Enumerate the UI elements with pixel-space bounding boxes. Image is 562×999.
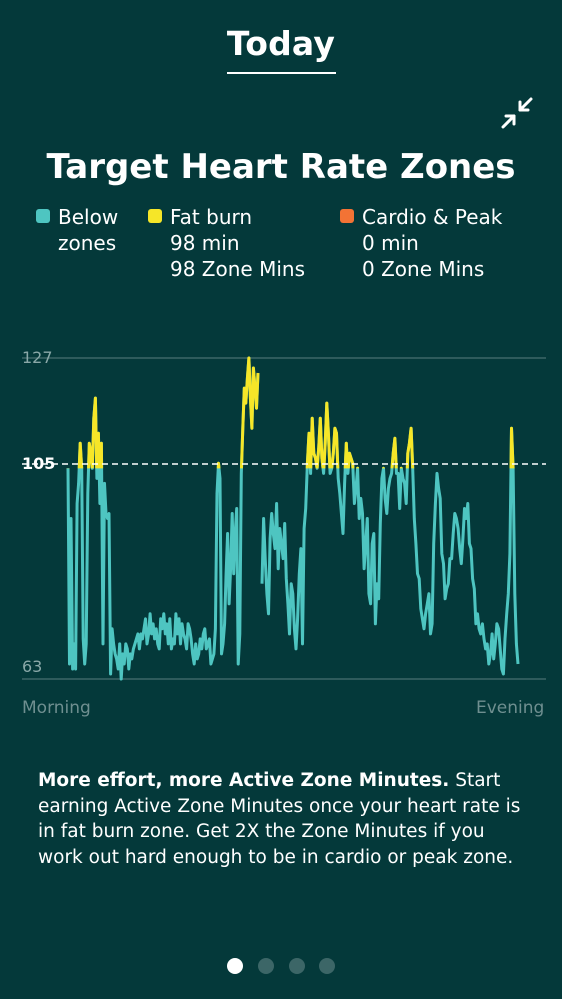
- header-underline: [227, 72, 336, 74]
- page-dot-3[interactable]: [289, 958, 305, 974]
- legend-cardio-peak-zone-mins: 0 Zone Mins: [362, 257, 485, 281]
- page-dot-2[interactable]: [258, 958, 274, 974]
- legend-fat-burn-minutes: 98 min: [170, 231, 240, 255]
- header-title[interactable]: Today: [226, 24, 336, 63]
- series-line-below-zones-2: [260, 401, 520, 676]
- collapse-button[interactable]: [499, 95, 535, 131]
- page-title: Target Heart Rate Zones: [46, 147, 516, 187]
- x-label-end: Evening: [476, 698, 545, 718]
- x-label-start: Morning: [22, 698, 91, 718]
- legend-cardio-peak-minutes: 0 min: [362, 231, 419, 255]
- heart-rate-chart-svg: [22, 356, 546, 681]
- series-line-below-zones-1: [66, 356, 260, 681]
- collapse-arrows-icon: [501, 97, 533, 129]
- legend-fat-burn-zone-mins: 98 Zone Mins: [170, 257, 305, 281]
- legend-swatch-below: [36, 209, 50, 223]
- description-bold: More effort, more Active Zone Minutes.: [38, 770, 450, 791]
- series-line-fat-burn-1: [66, 356, 260, 469]
- legend-swatch-cardio-peak: [340, 209, 354, 223]
- page-indicator[interactable]: [227, 958, 337, 976]
- page-dot-4[interactable]: [319, 958, 335, 974]
- legend-below-label-line2: zones: [58, 231, 117, 255]
- y-tick-label-bottom: 63: [22, 657, 43, 676]
- legend-below-label-line1: Below: [58, 205, 119, 229]
- heart-rate-series: [66, 356, 520, 681]
- y-tick-label-top: 127: [22, 348, 53, 367]
- page-dot-1[interactable]: [227, 958, 243, 974]
- legend-fat-burn-label: Fat burn: [170, 205, 253, 229]
- description-text: More effort, more Active Zone Minutes. S…: [38, 768, 533, 870]
- heart-rate-chart[interactable]: 127 105 63 Morning Evening: [0, 340, 562, 730]
- description-body: Start earning Active Zone Minutes once y…: [38, 770, 521, 868]
- y-tick-label-threshold: 105: [22, 454, 56, 473]
- legend-swatch-fat-burn: [148, 209, 162, 223]
- legend-cardio-peak-label: Cardio & Peak: [362, 205, 503, 229]
